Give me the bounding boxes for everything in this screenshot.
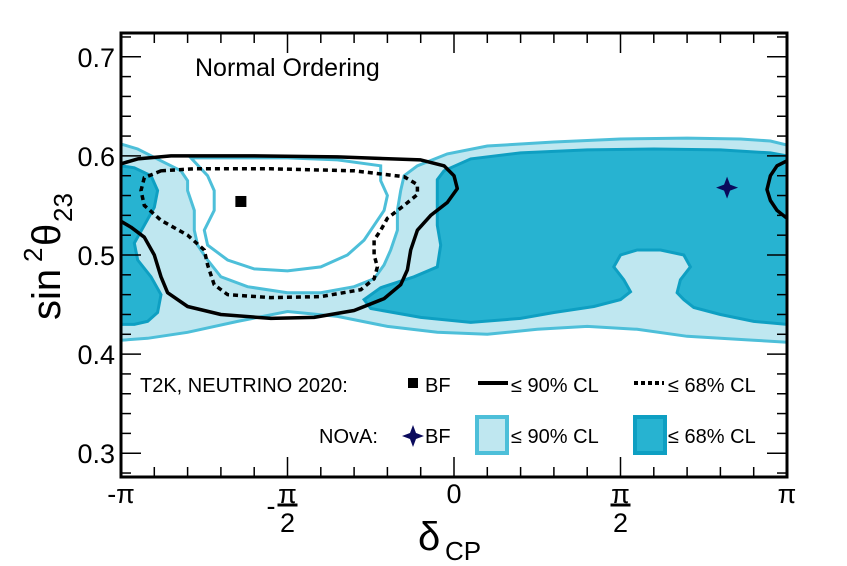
y-axis-title-main: sin — [25, 269, 69, 320]
nova-68cl-region-1 — [121, 164, 163, 326]
x-tick-label-numerator: π — [278, 479, 297, 509]
x-tick-label-denominator: 2 — [280, 508, 295, 538]
t2k-90cl-contour-1 — [121, 154, 460, 321]
x-tick-label: -π — [107, 479, 135, 509]
legend-nova-title: NOvA: — [319, 426, 378, 448]
x-tick-labels: -π π2- 0 π2π — [107, 479, 796, 538]
y-tick-label: 0.4 — [77, 340, 115, 370]
legend-nova-68-label: ≤ 68% CL — [668, 426, 756, 448]
legend-nova-90-label: ≤ 90% CL — [511, 426, 599, 448]
x-tick-label: 0 — [446, 479, 461, 509]
nova-68cl-regions — [121, 147, 787, 326]
y-tick-labels: 0.3 0.4 0.5 0.6 0.7 — [77, 43, 115, 469]
y-tick-label: 0.6 — [77, 142, 115, 172]
y-tick-label: 0.7 — [77, 43, 115, 73]
t2k-best-fit-marker — [235, 195, 247, 207]
legend-t2k-68-label: ≤ 68% CL — [668, 375, 756, 397]
legend-t2k-bf-label: BF — [425, 375, 451, 397]
ordering-annotation: Normal Ordering — [195, 54, 380, 82]
x-tick-label-fraction: π2- — [267, 479, 298, 538]
y-axis-title-sup: 2 — [18, 248, 48, 262]
legend-nova-bf-symbol — [402, 425, 424, 447]
legend-t2k-title: T2K, NEUTRINO 2020: — [140, 375, 348, 397]
legend: T2K, NEUTRINO 2020: BF ≤ 90% CL ≤ 68% CL… — [140, 375, 756, 455]
y-axis-title-sub: 23 — [48, 193, 78, 222]
y-tick-label: 0.5 — [77, 241, 115, 271]
x-tick-label-numerator: π — [611, 479, 630, 509]
legend-nova-bf-label: BF — [425, 426, 451, 448]
t2k-90cl-contours — [121, 154, 787, 321]
x-tick-label-denominator: 2 — [613, 508, 628, 538]
legend-t2k-90-label: ≤ 90% CL — [511, 375, 599, 397]
t2k-68cl-contour-1 — [139, 167, 420, 300]
x-tick-label-sign: - — [267, 491, 276, 521]
x-tick-label: π — [778, 479, 797, 509]
x-axis-title-main: δ — [418, 515, 440, 559]
t2k-90cl-contour-2 — [765, 159, 787, 220]
legend-t2k-bf-symbol — [408, 378, 418, 388]
nova-best-fit-marker — [716, 176, 739, 199]
legend-nova-90-symbol — [475, 415, 509, 455]
legend-nova-68-symbol — [633, 415, 667, 455]
nova-90cl-inner-hole — [187, 156, 389, 273]
plot-frame — [119, 31, 789, 479]
y-axis-title: sin 2 θ 23 — [18, 193, 78, 320]
y-tick-label: 0.3 — [77, 439, 115, 469]
x-axis-title-sub: CP — [445, 536, 481, 566]
t2k-68cl-contours — [139, 167, 420, 300]
contour-layer — [121, 136, 787, 344]
x-tick-label-fraction: π2 — [610, 479, 631, 538]
best-fit-markers — [235, 176, 739, 207]
y-axis-title-theta: θ — [25, 224, 69, 246]
x-axis-title: δ CP — [418, 515, 481, 566]
nova-68cl-region-2 — [361, 147, 787, 326]
